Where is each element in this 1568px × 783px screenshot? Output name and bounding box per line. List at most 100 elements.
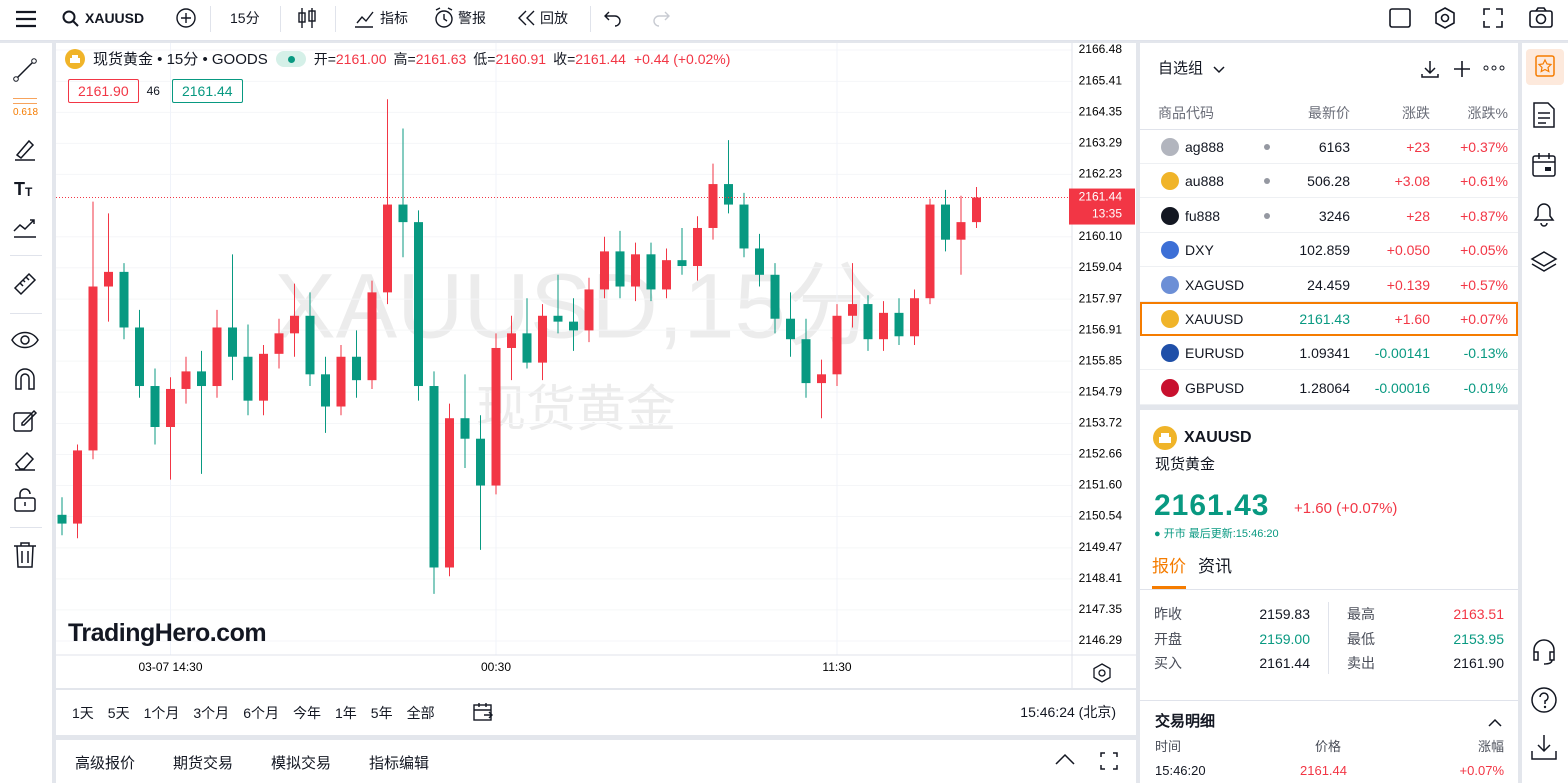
row-change: +23 [1406,139,1430,155]
toolbar-button[interactable]: 指标 [380,10,408,26]
detail-tab[interactable]: 资讯 [1198,557,1232,576]
collapse-icon[interactable] [1488,718,1502,728]
candle-body [197,371,206,387]
redo-icon[interactable] [651,9,671,27]
undo-icon[interactable] [603,9,623,27]
candle-body [615,251,625,287]
menu-icon[interactable] [14,8,38,30]
row-change: +0.050 [1386,242,1430,259]
bottom-tab[interactable]: 模拟交易 [271,755,332,772]
ask-box[interactable]: 2161.44 [171,79,243,103]
symbol-icon [1161,310,1179,328]
range-button[interactable]: 1个月 [143,705,180,721]
range-button[interactable]: 6个月 [243,705,279,721]
range-button[interactable]: 今年 [292,705,321,721]
date-range-icon[interactable] [472,701,494,723]
bottom-tabs: 高级报价 期货交易 模拟交易 指标编辑 [56,740,1136,783]
row-price: 24.459 [1307,276,1350,293]
edit-tool[interactable] [12,407,38,433]
range-button[interactable]: 5年 [370,705,393,721]
range-button[interactable]: 1年 [334,705,357,721]
watchlist-row[interactable] [1140,336,1518,371]
support-button[interactable] [1530,637,1558,667]
price-tag-countdown: 13:35 [1092,207,1122,221]
calendar-button[interactable] [1531,151,1557,179]
row-price: 2161.43 [1299,311,1350,327]
trend-line-tool[interactable] [12,57,38,83]
candle-body [383,204,392,293]
replay-icon[interactable] [516,9,536,27]
chart-style-icon[interactable] [296,6,318,30]
import-icon[interactable] [1420,59,1440,79]
search-icon[interactable] [62,10,80,28]
bid-box[interactable]: 2161.90 [68,79,139,103]
layers-button[interactable] [1530,249,1558,275]
fullscreen-icon[interactable] [1482,7,1504,29]
divider [10,527,42,528]
add-symbol[interactable] [175,7,197,29]
row-price: 102.859 [1299,242,1350,259]
measure-tool[interactable] [12,271,38,297]
delete-tool[interactable] [12,541,38,569]
candle-body [290,315,299,334]
range-button[interactable]: 1天 [72,705,94,721]
symbol-icon [1161,138,1179,156]
maximize-icon[interactable] [1100,752,1118,770]
interval[interactable]: 15分 [230,10,260,26]
settings-icon[interactable] [1433,6,1457,30]
brush-tool[interactable] [12,137,38,163]
ohlc-value: 2160.91 [495,50,547,67]
y-tick-label: 2154.79 [1079,384,1123,398]
help-button[interactable] [1530,686,1558,714]
candle-body [104,271,113,287]
eraser-tool[interactable] [12,447,38,473]
layout-icon[interactable] [1388,7,1412,29]
range-button[interactable]: 3个月 [193,705,230,721]
detail-change: +1.60 (+0.07%) [1294,500,1398,517]
collapse-icon[interactable] [1054,752,1076,766]
detail-tab[interactable]: 报价 [1152,557,1186,576]
chart-settings[interactable] [1092,663,1112,683]
watchlist-row[interactable] [1140,371,1518,405]
bottom-tab[interactable]: 期货交易 [173,755,234,772]
dropdown-caret[interactable] [1213,65,1225,75]
row-change: +28 [1406,207,1430,224]
y-tick-label: 2147.35 [1079,602,1123,616]
add-icon[interactable] [1452,59,1472,79]
watchlist-button[interactable] [1526,49,1564,85]
download-button[interactable] [1530,733,1558,761]
range-button[interactable]: 5天 [107,705,130,721]
watchlist-row[interactable] [1140,130,1518,164]
bottom-tab[interactable]: 指标编辑 [369,755,430,772]
candle-body [57,514,67,524]
pattern-tool[interactable] [12,215,38,241]
symbol-search[interactable]: XAUUSD [85,10,145,26]
watchlist-row[interactable] [1140,268,1518,302]
range-button[interactable]: 全部 [406,705,435,721]
row-change-percent: -0.13% [1463,345,1508,362]
watchlist-row[interactable] [1140,199,1518,233]
toolbar-button[interactable]: 警报 [458,10,486,26]
candle-body [507,333,516,348]
watchlist-title[interactable]: 自选组 [1158,60,1204,77]
lock-tool[interactable] [12,487,38,513]
toolbar-button[interactable]: 回放 [540,10,568,26]
alert-icon[interactable] [433,6,455,30]
more-icon[interactable] [1483,63,1505,73]
watchlist-row[interactable] [1140,233,1518,268]
watchlist-row[interactable] [1140,302,1518,336]
row-symbol: au888 [1185,173,1224,190]
news-button[interactable] [1531,101,1557,129]
visibility-tool[interactable] [10,329,40,351]
screenshot-icon[interactable] [1528,6,1554,30]
stat-label: 昨收 [1154,606,1182,622]
magnet-tool[interactable] [12,367,38,393]
stat-value: 2163.51 [1453,606,1504,622]
indicator-icon[interactable] [353,7,375,29]
bottom-tab[interactable]: 高级报价 [75,755,136,772]
watchlist-row[interactable] [1140,164,1518,199]
alerts-button[interactable] [1531,199,1557,227]
fib-tool[interactable]: 0.618 [13,107,39,118]
